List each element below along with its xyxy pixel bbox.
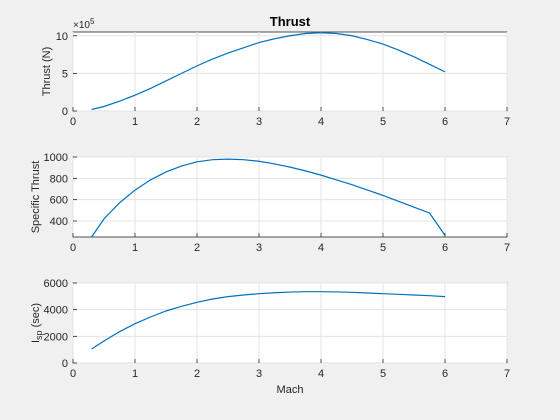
isp-x-tick-label: 3 xyxy=(256,368,262,380)
specific-thrust-y-tick-label: 1000 xyxy=(44,152,68,164)
thrust-x-tick-label: 0 xyxy=(70,116,76,128)
isp-y-tick-label: 0 xyxy=(62,358,68,370)
thrust-x-tick-label: 5 xyxy=(380,116,386,128)
isp-x-tick-label: 5 xyxy=(380,368,386,380)
mach-xlabel: Mach xyxy=(277,384,304,396)
thrust-x-tick-label: 6 xyxy=(442,116,448,128)
specific-thrust-ylabel: Specific Thrust xyxy=(30,161,42,234)
thrust-y-tick-label: 10 xyxy=(56,31,68,43)
isp-ylabel-suffix: (sec) xyxy=(30,303,42,331)
specific-thrust-x-tick-label: 3 xyxy=(256,242,262,254)
thrust-y-exponent-base: ×10 xyxy=(73,20,90,31)
isp-y-tick-label: 6000 xyxy=(44,278,68,290)
isp-axes-frame xyxy=(73,283,507,363)
thrust-y-tick-label: 5 xyxy=(62,68,68,80)
isp-x-tick-label: 7 xyxy=(504,368,510,380)
isp-y-tick-label: 2000 xyxy=(44,331,68,343)
specific-thrust-x-tick-label: 5 xyxy=(380,242,386,254)
thrust-x-tick-label: 1 xyxy=(132,116,138,128)
specific-thrust-y-tick-label: 600 xyxy=(50,195,68,207)
isp-x-tick-label: 6 xyxy=(442,368,448,380)
thrust-x-tick-label: 2 xyxy=(194,116,200,128)
specific-thrust-x-tick-label: 7 xyxy=(504,242,510,254)
thrust-ylabel: Thrust (N) xyxy=(41,47,53,97)
thrust-x-tick-label: 7 xyxy=(504,116,510,128)
specific-thrust-x-tick-label: 6 xyxy=(442,242,448,254)
isp-x-tick-label: 1 xyxy=(132,368,138,380)
thrust-y-tick-label: 0 xyxy=(62,106,68,118)
thrust-x-tick-label: 4 xyxy=(318,116,324,128)
thrust-axes-frame xyxy=(73,32,507,111)
isp-y-tick-label: 4000 xyxy=(44,305,68,317)
isp-x-tick-label: 4 xyxy=(318,368,324,380)
specific-thrust-x-tick-label: 1 xyxy=(132,242,138,254)
isp-x-tick-label: 2 xyxy=(194,368,200,380)
specific-thrust-y-tick-label: 400 xyxy=(50,216,68,228)
thrust-y-exponent-power: 5 xyxy=(90,17,95,26)
specific-thrust-axes-frame xyxy=(73,157,507,237)
specific-thrust-y-tick-label: 800 xyxy=(50,173,68,185)
thrust-x-tick-label: 3 xyxy=(256,116,262,128)
isp-x-tick-label: 0 xyxy=(70,368,76,380)
specific-thrust-x-tick-label: 0 xyxy=(70,242,76,254)
isp-ylabel-sub: sp xyxy=(34,330,44,340)
specific-thrust-x-tick-label: 4 xyxy=(318,242,324,254)
specific-thrust-x-tick-label: 2 xyxy=(194,242,200,254)
thrust-title: Thrust xyxy=(270,14,311,29)
